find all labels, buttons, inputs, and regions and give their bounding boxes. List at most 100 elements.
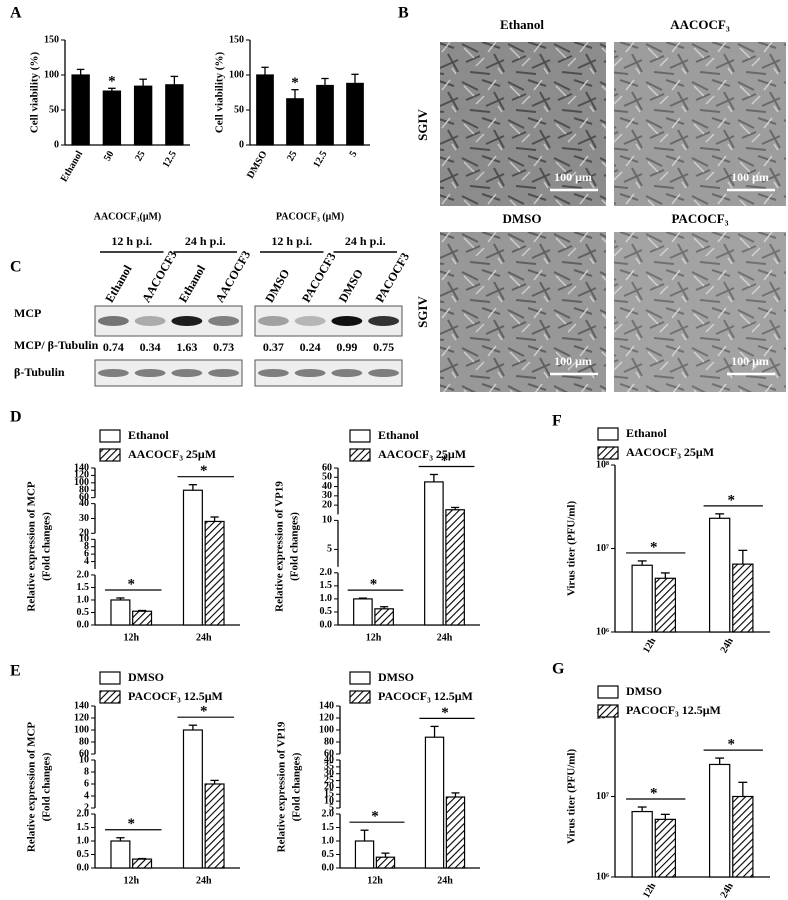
y-tick-label: 5 <box>327 544 332 555</box>
legend-swatch <box>597 704 619 718</box>
bar <box>654 577 677 633</box>
y-tick-label: 10⁸ <box>596 459 609 470</box>
band <box>134 316 166 326</box>
lane-label: PACOCF3 <box>372 250 412 305</box>
time-label: 12 h p.i. <box>111 234 152 248</box>
lane-label: Ethanol <box>102 262 135 305</box>
ratio: 0.74 <box>103 340 124 354</box>
legend-swatch <box>597 685 619 699</box>
scale-bar-label: 100 μm <box>731 170 769 184</box>
band <box>257 369 289 377</box>
y-tick-label: 40 <box>322 481 332 492</box>
y-tick-label: 10 <box>322 515 332 526</box>
band <box>134 369 166 377</box>
x-tick-label: Ethanol <box>59 149 86 184</box>
y-tick-label: 6 <box>84 548 89 559</box>
bar <box>424 481 444 626</box>
y-tick-label: 20 <box>324 782 334 793</box>
y-tick-label: 1.5 <box>320 580 333 591</box>
y-tick-label: 140 <box>319 700 334 711</box>
y-tick-label: 8 <box>84 541 89 552</box>
y-tick-label: 30 <box>79 513 89 524</box>
y-tick-label: 2.0 <box>77 569 90 580</box>
y-tick-label: 50 <box>322 472 332 483</box>
y-axis-label: Relative expression of VP19 <box>274 481 286 612</box>
panel-label: A <box>10 5 22 22</box>
lane-label: AACOCF3 <box>139 248 180 305</box>
band <box>171 369 203 377</box>
legend-swatch <box>99 429 121 443</box>
x-tick-label: 12h <box>123 875 139 886</box>
y-tick-label: 0.5 <box>320 606 333 617</box>
column-title: DMSO <box>503 211 542 226</box>
y-tick-label: 10⁷ <box>596 543 609 554</box>
micrograph <box>614 232 786 392</box>
panel-label: E <box>10 663 21 680</box>
bar <box>354 840 375 869</box>
y-tick-label: 0 <box>239 139 244 150</box>
y-tick-label: 150 <box>229 34 244 45</box>
y-tick-label: 1.0 <box>77 835 90 846</box>
bar <box>286 98 304 146</box>
y-axis-label: Cell viability (%) <box>214 52 226 134</box>
band <box>294 369 326 377</box>
x-tick-label: 12h <box>123 632 139 643</box>
x-tick-label: 25 <box>133 149 148 163</box>
bar <box>133 85 153 146</box>
y-tick-label: 10 <box>324 795 334 806</box>
y-tick-label: 2 <box>84 802 89 813</box>
y-tick-label: 0.0 <box>77 619 90 630</box>
y-axis-label: (Fold changes) <box>41 752 53 821</box>
y-tick-label: 100 <box>74 724 89 735</box>
y-tick-label: 20 <box>322 499 332 510</box>
y-tick-label: 30 <box>324 768 334 779</box>
scale-bar-label: 100 μm <box>554 170 592 184</box>
x-tick-label: 12.5 <box>311 149 329 170</box>
significance: * <box>200 704 208 720</box>
bar <box>204 520 225 626</box>
y-tick-label: 60 <box>322 462 332 473</box>
bar <box>165 84 184 146</box>
significance: * <box>200 463 208 479</box>
bar <box>732 795 754 878</box>
significance: * <box>371 809 379 825</box>
y-tick-label: 4 <box>84 790 89 801</box>
bar <box>132 610 153 626</box>
legend-label: PACOCF₃ 12.5μM <box>626 703 721 717</box>
legend-swatch <box>99 448 121 462</box>
y-tick-label: 80 <box>79 736 89 747</box>
significance: * <box>128 816 136 832</box>
column-title: PACOCF₃ <box>671 211 728 226</box>
y-axis-label: Virus titer (PFU/ml) <box>566 749 578 845</box>
x-tick-label: 50 <box>102 149 117 163</box>
significance: * <box>441 705 449 721</box>
bar <box>102 90 122 146</box>
y-tick-label: 8 <box>84 766 89 777</box>
panel-label: B <box>398 5 409 22</box>
bar <box>631 810 653 878</box>
band <box>257 316 289 326</box>
y-tick-label: 150 <box>44 34 59 45</box>
y-tick-label: 60 <box>79 748 89 759</box>
x-tick-label: 24h <box>719 636 737 655</box>
y-tick-label: 1.0 <box>77 594 90 605</box>
ratio: 0.37 <box>263 340 284 354</box>
ratio: 0.73 <box>213 340 234 354</box>
x-tick-label: 24h <box>437 875 453 886</box>
bar <box>346 82 364 146</box>
y-tick-label: 2.0 <box>320 567 333 578</box>
time-label: 24 h p.i. <box>185 234 226 248</box>
bar <box>654 818 677 878</box>
micrograph <box>440 232 606 392</box>
significance: * <box>728 737 736 753</box>
legend-swatch <box>99 690 121 704</box>
y-tick-label: 0.5 <box>322 849 335 860</box>
lane-label: AACOCF3 <box>212 248 253 305</box>
y-tick-label: 2.0 <box>322 808 335 819</box>
bar <box>375 856 396 869</box>
y-tick-label: 100 <box>319 724 334 735</box>
y-axis-label: (Fold changes) <box>41 512 53 581</box>
panel-labels: A B C D E F G <box>10 5 565 680</box>
blot-row-label: MCP/ β-Tubulin <box>14 338 99 352</box>
x-tick-label: 24h <box>437 632 453 643</box>
